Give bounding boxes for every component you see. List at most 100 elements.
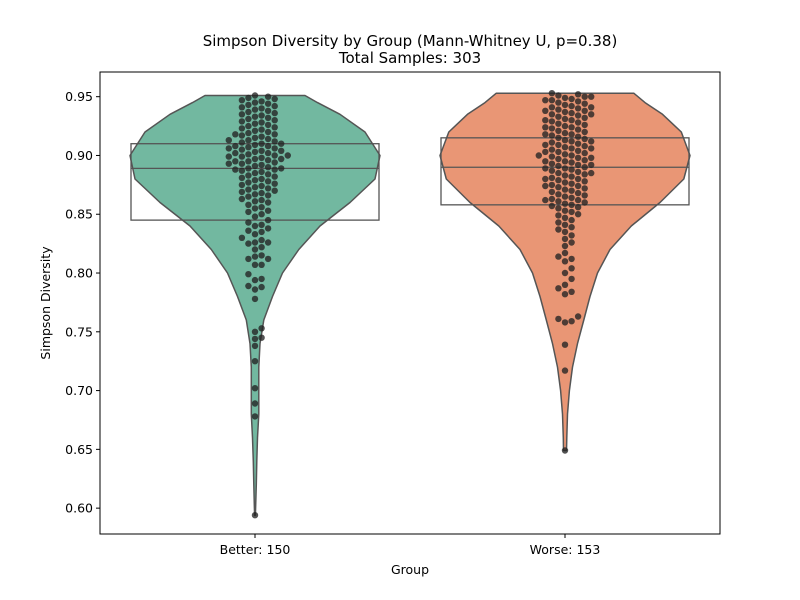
data-point xyxy=(548,132,556,139)
data-point xyxy=(258,261,265,268)
data-point xyxy=(568,138,575,145)
data-point xyxy=(542,107,549,115)
data-point xyxy=(251,148,259,156)
data-point xyxy=(548,153,556,160)
data-point xyxy=(581,199,588,206)
data-point xyxy=(251,92,259,99)
data-point xyxy=(561,115,569,123)
data-point xyxy=(542,158,549,165)
data-point xyxy=(251,261,259,268)
x-axis: Better: 150 Worse: 153 xyxy=(220,534,600,557)
data-point xyxy=(561,228,569,236)
data-point xyxy=(251,106,259,113)
data-point xyxy=(264,135,272,143)
data-point xyxy=(238,118,246,125)
data-point xyxy=(258,112,265,119)
data-point xyxy=(258,147,265,154)
data-point xyxy=(535,152,542,159)
data-point xyxy=(258,236,265,244)
y-tick-label: 0.80 xyxy=(65,266,93,281)
data-point xyxy=(561,129,569,137)
data-point xyxy=(574,119,582,126)
data-point xyxy=(271,124,278,131)
data-point xyxy=(555,184,562,191)
data-point xyxy=(238,139,246,146)
data-point xyxy=(555,177,562,184)
data-point xyxy=(251,141,259,149)
data-point xyxy=(271,166,278,173)
data-point xyxy=(251,358,259,365)
data-point xyxy=(258,154,265,161)
data-point xyxy=(238,153,246,160)
y-tick-label: 0.85 xyxy=(65,207,93,222)
data-point xyxy=(264,93,272,100)
data-point xyxy=(251,169,259,177)
data-point xyxy=(225,160,232,167)
data-point xyxy=(251,184,259,191)
data-point xyxy=(245,151,252,158)
data-point xyxy=(568,173,575,180)
data-point xyxy=(548,97,556,104)
data-point xyxy=(561,319,569,326)
data-point xyxy=(264,142,272,150)
data-point xyxy=(574,211,582,218)
data-point xyxy=(251,400,259,407)
data-point xyxy=(568,131,575,138)
data-point xyxy=(238,160,246,167)
data-point xyxy=(568,232,575,239)
data-point xyxy=(232,158,239,165)
data-point xyxy=(568,145,575,152)
data-point xyxy=(568,95,575,103)
data-point xyxy=(251,134,259,141)
data-point xyxy=(561,122,569,130)
data-point xyxy=(278,147,285,154)
data-point xyxy=(258,244,265,251)
data-point xyxy=(238,111,246,118)
data-point xyxy=(278,140,285,147)
data-point xyxy=(271,145,278,152)
y-tick-label: 0.95 xyxy=(65,89,93,104)
data-point xyxy=(251,385,259,392)
data-point xyxy=(561,242,569,250)
data-point xyxy=(271,109,278,117)
data-point xyxy=(258,133,265,140)
data-point xyxy=(542,117,549,124)
data-point xyxy=(542,148,549,156)
data-point xyxy=(245,282,252,290)
data-point xyxy=(548,195,556,203)
y-tick-label: 0.60 xyxy=(65,501,93,516)
data-point xyxy=(271,95,278,103)
data-point xyxy=(561,221,569,228)
data-point xyxy=(238,104,246,111)
data-point xyxy=(548,90,556,97)
data-point xyxy=(245,255,252,263)
data-point xyxy=(258,221,265,228)
data-point xyxy=(555,155,562,163)
data-point xyxy=(548,188,556,196)
data-point xyxy=(542,131,549,138)
data-point xyxy=(238,146,246,153)
data-point xyxy=(245,94,252,102)
data-point xyxy=(245,137,252,144)
data-point xyxy=(245,271,252,278)
data-point xyxy=(271,159,278,166)
data-point xyxy=(271,180,278,187)
data-point xyxy=(568,180,575,187)
data-point xyxy=(251,253,259,260)
data-point xyxy=(542,196,549,204)
data-point xyxy=(258,275,265,283)
data-point xyxy=(574,196,582,204)
data-point xyxy=(258,334,265,341)
data-point xyxy=(245,101,252,109)
data-point xyxy=(548,111,556,118)
data-point xyxy=(588,154,595,161)
data-point xyxy=(271,152,278,159)
y-tick-label: 0.70 xyxy=(65,383,93,398)
data-point xyxy=(574,154,582,161)
data-point xyxy=(555,226,562,233)
data-point xyxy=(548,160,556,167)
data-point xyxy=(284,152,291,159)
data-point xyxy=(238,132,246,139)
data-point xyxy=(238,181,246,189)
